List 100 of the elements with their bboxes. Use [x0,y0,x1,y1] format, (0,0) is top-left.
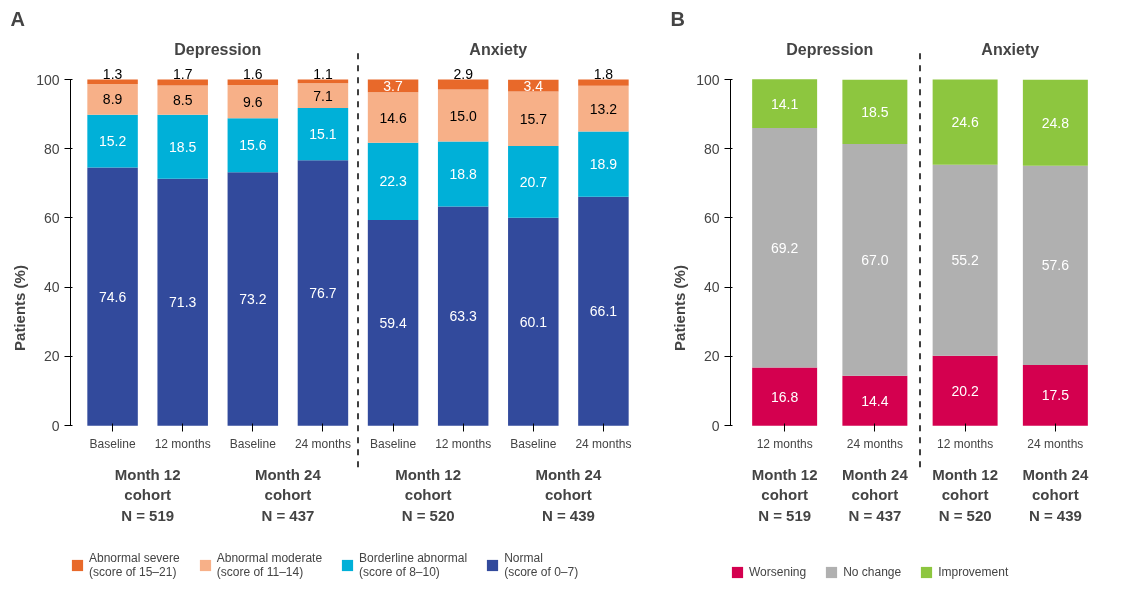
data-label: 15.2 [98,133,127,150]
x-tick-label: Baseline [510,436,557,451]
text: Month 24 cohort N = 439 [1022,465,1089,524]
data-label: 9.6 [243,93,263,110]
bar [367,220,419,426]
y-tick-label: 40 [703,279,720,296]
bar [367,92,419,143]
data-label: 20.2 [951,382,979,399]
bar [932,79,998,165]
bar [437,79,489,90]
data-label: 60.1 [519,313,548,330]
text: Month 12 cohort N = 519 [751,465,818,524]
data-label: 1.7 [172,65,193,82]
data-label: 55.2 [951,252,979,269]
y-tick-label: 100 [696,71,720,88]
x-tick-label: 12 months [435,436,492,451]
text: B [670,7,685,30]
bar [578,196,629,426]
data-label: 1.3 [102,65,123,82]
data-label: 13.2 [589,100,618,117]
y-tick-label: 80 [703,140,720,157]
y-axis-title: Patients (%) [11,265,29,351]
bar [367,142,419,221]
data-label: 8.9 [102,91,123,108]
data-label: 1.8 [593,65,614,82]
bar [437,89,489,142]
data-label: 17.5 [1041,387,1070,404]
bar [87,79,138,85]
bar [297,83,349,108]
legend-label: Abnormal severe (score of 15–21) [89,551,180,579]
text: Anxiety [981,40,1040,58]
data-label: 22.3 [379,173,407,190]
legend-label: Improvement [938,565,1009,579]
y-axis-title: Patients (%) [671,265,689,351]
bar [752,367,818,426]
bar [297,160,349,426]
legend-label: Borderline abnormal (score of 8–10) [359,551,468,579]
x-tick-label: Baseline [89,436,136,451]
legend-label: No change [843,565,902,579]
data-label: 7.1 [313,87,333,104]
data-label: 24.8 [1041,114,1070,131]
legend-label: Abnormal moderate (score of 11–14) [216,551,323,579]
data-label: 15.1 [309,126,337,143]
data-label: 14.6 [379,109,407,126]
data-label: 74.6 [98,288,127,305]
bar [508,217,559,426]
data-label: 66.1 [589,303,618,320]
bar [87,114,138,168]
x-tick-label: Baseline [229,436,277,451]
bar [932,164,998,356]
bar [157,178,208,426]
bar [508,91,559,146]
data-label: 15.6 [239,137,267,154]
x-tick-label: Baseline [370,436,417,451]
x-tick-label: 12 months [756,436,813,451]
data-label: 18.5 [861,103,889,120]
y-tick-label: 20 [703,348,720,365]
data-label: 15.0 [449,107,478,124]
data-label: 8.5 [172,92,193,109]
bar [157,85,208,115]
bar [437,206,489,426]
bar [1022,165,1088,366]
bar [752,79,818,128]
data-label: 63.3 [449,308,478,325]
data-label: 57.6 [1041,257,1070,274]
data-label: 18.9 [589,156,618,173]
x-tick-label: 12 months [154,436,211,451]
text: Month 24 cohort N = 437 [841,465,909,524]
x-tick-label: 24 months [575,436,632,451]
text: Month 24 cohort N = 439 [535,465,602,524]
text: Depression [174,40,262,58]
data-label: 3.7 [383,77,404,94]
data-label: 18.5 [169,138,197,155]
bar [227,85,279,119]
bar [227,172,279,426]
data-label: 71.3 [169,294,197,311]
legend-label: Normal (score of 0–7) [504,551,579,579]
y-tick-label: 60 [703,209,720,226]
x-tick-label: 24 months [1027,436,1084,451]
data-label: 16.8 [771,388,799,405]
data-label: 1.1 [313,65,333,82]
bar [578,131,629,197]
data-label: 24.6 [951,114,979,131]
text: Month 12 cohort N = 520 [395,465,462,524]
bar [578,85,629,132]
y-tick-label: 80 [43,140,60,157]
text: Depression [786,40,874,58]
y-tick-label: 0 [51,417,60,434]
x-tick-label: 12 months [937,436,994,451]
text: Month 12 cohort N = 520 [932,465,999,524]
bar [437,141,489,207]
data-label: 3.4 [523,77,544,94]
y-tick-label: 60 [43,209,60,226]
data-label: 73.2 [239,291,267,307]
text: Anxiety [469,40,528,58]
data-label: 18.8 [449,166,478,183]
text: Month 24 cohort N = 437 [254,465,322,524]
data-label: 1.6 [243,65,263,82]
bar [842,143,908,376]
bar [752,127,818,368]
